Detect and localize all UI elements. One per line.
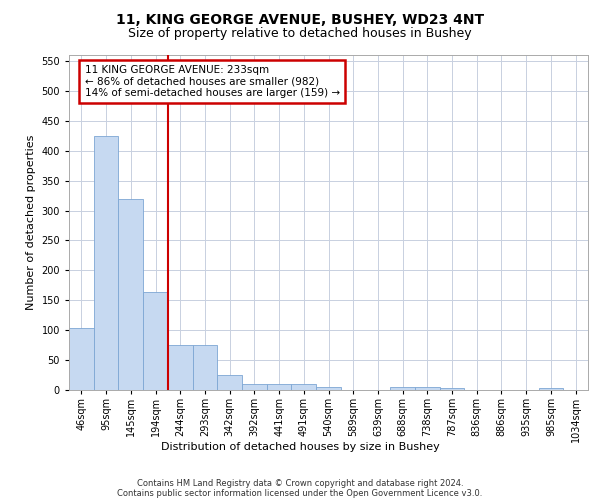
Text: 11, KING GEORGE AVENUE, BUSHEY, WD23 4NT: 11, KING GEORGE AVENUE, BUSHEY, WD23 4NT [116,12,484,26]
Bar [539,388,563,390]
Text: Contains HM Land Registry data © Crown copyright and database right 2024.: Contains HM Land Registry data © Crown c… [137,479,463,488]
Bar [292,384,316,390]
Text: Contains public sector information licensed under the Open Government Licence v3: Contains public sector information licen… [118,489,482,498]
Y-axis label: Number of detached properties: Number of detached properties [26,135,36,310]
Bar [143,292,168,390]
Bar [440,388,464,390]
Bar [217,375,242,390]
Bar [69,328,94,390]
Bar [193,345,217,390]
Bar [168,345,193,390]
Text: 11 KING GEORGE AVENUE: 233sqm
← 86% of detached houses are smaller (982)
14% of : 11 KING GEORGE AVENUE: 233sqm ← 86% of d… [85,65,340,98]
Text: Distribution of detached houses by size in Bushey: Distribution of detached houses by size … [161,442,439,452]
Bar [118,198,143,390]
Bar [94,136,118,390]
Bar [242,384,267,390]
Bar [415,387,440,390]
Bar [390,387,415,390]
Bar [267,384,292,390]
Text: Size of property relative to detached houses in Bushey: Size of property relative to detached ho… [128,28,472,40]
Bar [316,387,341,390]
